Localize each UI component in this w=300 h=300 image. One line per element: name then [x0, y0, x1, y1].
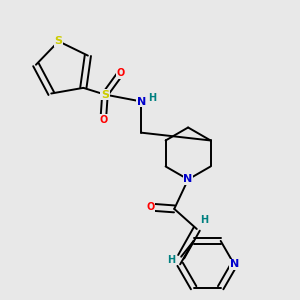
Text: H: H [167, 255, 175, 265]
Text: H: H [200, 215, 208, 225]
Text: O: O [147, 202, 155, 212]
Text: N: N [230, 259, 239, 269]
Text: N: N [137, 97, 146, 106]
Text: H: H [148, 93, 157, 103]
Text: S: S [101, 90, 109, 100]
Text: N: N [184, 174, 193, 184]
Text: O: O [116, 68, 125, 78]
Text: O: O [99, 115, 107, 124]
Text: S: S [55, 36, 63, 46]
